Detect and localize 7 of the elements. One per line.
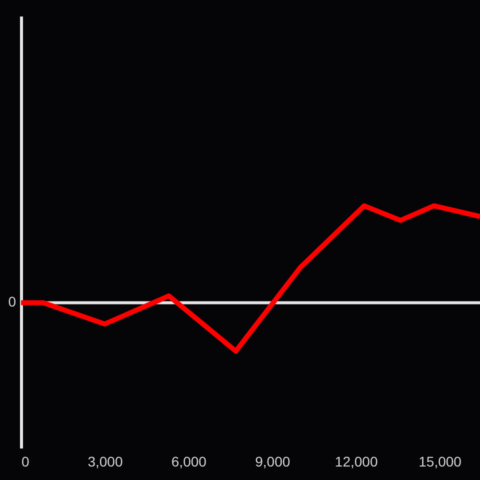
x-tick-label: 3,000 <box>88 454 123 470</box>
x-tick-label: 6,000 <box>171 454 207 470</box>
ref-line-label: 0 <box>8 294 16 310</box>
x-tick-label: 9,000 <box>255 454 290 470</box>
x-tick-label: 15,000 <box>418 454 462 470</box>
x-tick-label: 0 <box>22 454 30 470</box>
x-tick-label: 12,000 <box>334 454 378 470</box>
